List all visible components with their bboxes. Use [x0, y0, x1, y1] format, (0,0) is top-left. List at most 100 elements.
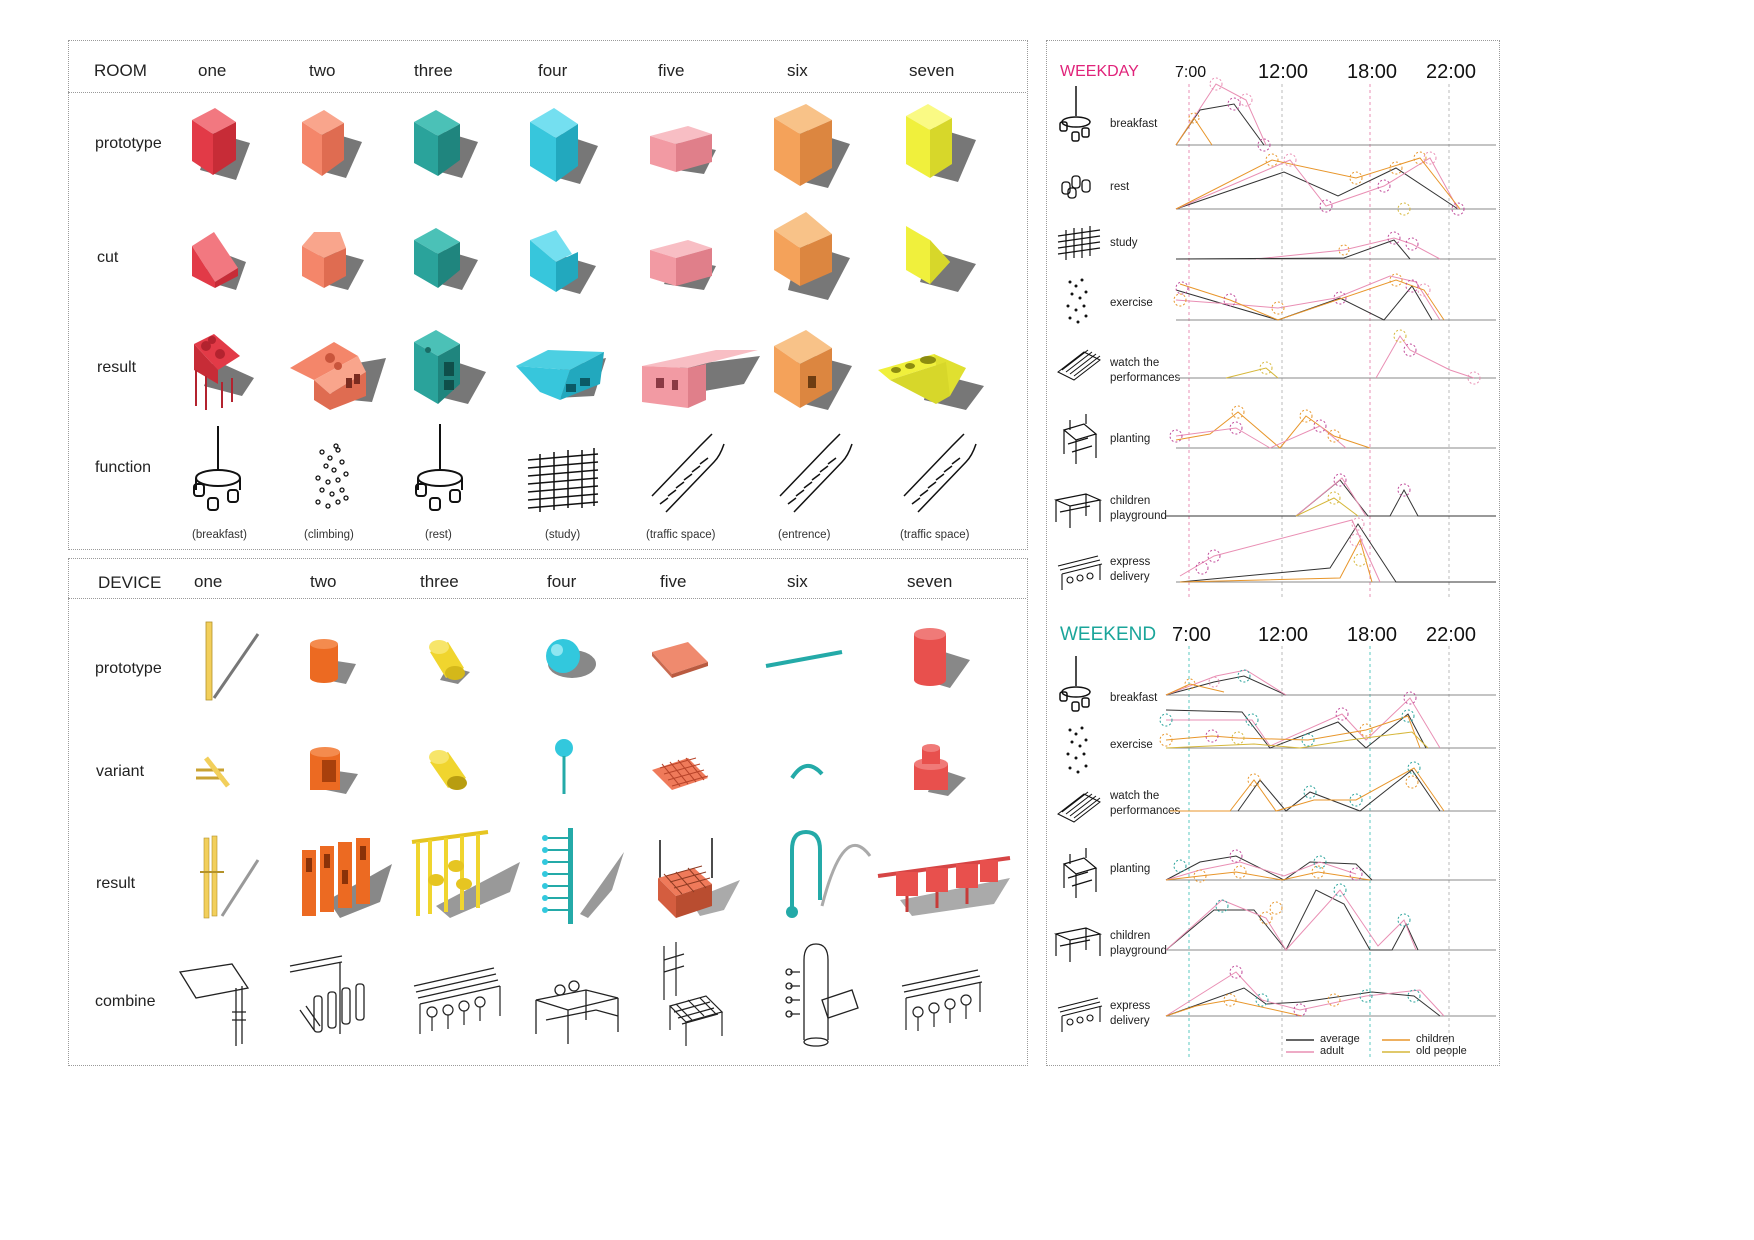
device-prototype-one: [205, 621, 260, 701]
device-col-four: four: [547, 572, 577, 591]
function-study-drawing: [527, 448, 599, 512]
function-caption-three: (rest): [425, 529, 452, 541]
curve-breakfast-children: [1175, 117, 1213, 146]
device-prototype-five: [652, 642, 708, 678]
device-result-four: [542, 828, 624, 924]
device-row-prototype: prototype: [95, 660, 162, 677]
curve-children-old: [1295, 497, 1359, 517]
wk-curve-exercise-children: [1165, 715, 1421, 749]
room-result-three: [414, 330, 486, 404]
device-prototype-two: [310, 639, 356, 684]
weekday-time-18: 18:00: [1347, 61, 1398, 83]
device-prototype-seven: [914, 628, 970, 688]
weekday-time-7: 7:00: [1175, 64, 1207, 81]
device-variant-one: [196, 756, 230, 788]
icon-watch: [1057, 349, 1101, 381]
device-col-seven: seven: [907, 572, 953, 591]
icon-study: [1057, 226, 1101, 260]
device-prototype-four: [546, 639, 596, 678]
device-col-one: one: [194, 572, 223, 591]
device-variant-two: [310, 747, 358, 794]
wk-icon-express-delivery: [1057, 997, 1103, 1032]
weekday-time-22: 22:00: [1426, 61, 1477, 83]
weekend-time-18: 18:00: [1347, 624, 1398, 646]
curve-breakfast-adult: [1175, 83, 1267, 146]
device-combine-two: [289, 955, 365, 1034]
device-header-divider: [68, 598, 1026, 599]
wk-icon-exercise: [1066, 726, 1088, 774]
wk-curve-watch-children: [1170, 767, 1445, 812]
icon-exercise: [1066, 278, 1088, 324]
room-prototype-six: [774, 104, 850, 188]
weekend-act-express: express delivery: [1110, 1000, 1151, 1027]
icon-express-delivery: [1057, 555, 1103, 590]
wk-curve-exercise-old: [1165, 731, 1429, 749]
device-result-three: [411, 830, 520, 918]
weekday-act-planting: planting: [1110, 433, 1151, 445]
device-combine-five: [663, 942, 724, 1046]
wk-curve-express-average: [1165, 987, 1441, 1017]
room-cut-six: [774, 212, 850, 300]
curve-planting-adult: [1175, 425, 1347, 449]
device-result-one: [200, 835, 260, 919]
function-traffic-drawing-six: [779, 433, 853, 513]
weekend-time-guides: [1188, 646, 1450, 1060]
room-col-two: two: [309, 61, 336, 80]
device-col-two: two: [310, 572, 337, 591]
wk-curve-breakfast-adult: [1165, 669, 1287, 696]
device-row-variant: variant: [96, 763, 145, 780]
room-prototype-one: [192, 108, 250, 180]
weekday-act-children: children playground: [1110, 495, 1167, 522]
curve-watch-adult: [1375, 335, 1475, 379]
room-col-seven: seven: [909, 61, 955, 80]
room-cut-seven: [906, 226, 976, 292]
curve-planting-children: [1175, 411, 1371, 449]
room-prototype-four: [530, 108, 598, 184]
room-result-two: [290, 342, 386, 410]
function-traffic-drawing-five: [651, 433, 725, 513]
weekday-act-watch: watch the performances: [1110, 357, 1181, 384]
wk-curve-breakfast-average: [1165, 675, 1287, 696]
weekday-act-express: express delivery: [1110, 556, 1151, 583]
wk-curve-exercise-adult: [1166, 697, 1441, 749]
wk-curve-express-adult: [1165, 971, 1445, 1017]
room-cut-one: [192, 232, 246, 290]
weekend-time-7: 7:00: [1172, 624, 1211, 646]
room-col-three: three: [414, 61, 453, 80]
device-variant-four: [555, 739, 573, 794]
room-header-divider: [68, 92, 1026, 93]
function-caption-six: (entrence): [778, 529, 831, 541]
device-combine-one: [178, 963, 250, 1046]
weekend-markers: [1159, 669, 1421, 1017]
function-breakfast-drawing: [193, 426, 241, 511]
weekend-act-exercise: exercise: [1110, 739, 1153, 751]
device-result-seven: [877, 856, 1011, 916]
curve-study-adult: [1255, 237, 1441, 260]
room-result-six: [774, 330, 852, 410]
room-cut-four: [530, 230, 596, 294]
device-prototype-six: [765, 650, 843, 668]
room-panel: [68, 40, 1028, 550]
wk-icon-children-playground: [1053, 927, 1103, 962]
device-col-three: three: [420, 572, 459, 591]
weekend-act-watch: watch the performances: [1110, 790, 1181, 817]
weekend-curves: [1165, 669, 1445, 1017]
wk-curve-exercise-average: [1165, 709, 1427, 749]
weekday-time-12: 12:00: [1258, 61, 1309, 83]
room-col-one: one: [198, 61, 227, 80]
device-col-six: six: [787, 572, 808, 591]
weekday-act-rest: rest: [1110, 181, 1130, 193]
device-variant-three: [429, 750, 467, 790]
wk-icon-breakfast: [1059, 656, 1091, 712]
curve-rest-average: [1175, 167, 1459, 210]
weekday-act-breakfast: breakfast: [1110, 118, 1158, 130]
room-result-five: [642, 350, 760, 408]
room-prototype-seven: [906, 104, 976, 182]
room-col-four: four: [538, 61, 568, 80]
function-caption-four: (study): [545, 529, 581, 541]
room-row-function: function: [95, 459, 152, 476]
device-row-combine: combine: [95, 993, 156, 1010]
weekend-act-children: children playground: [1110, 930, 1167, 957]
